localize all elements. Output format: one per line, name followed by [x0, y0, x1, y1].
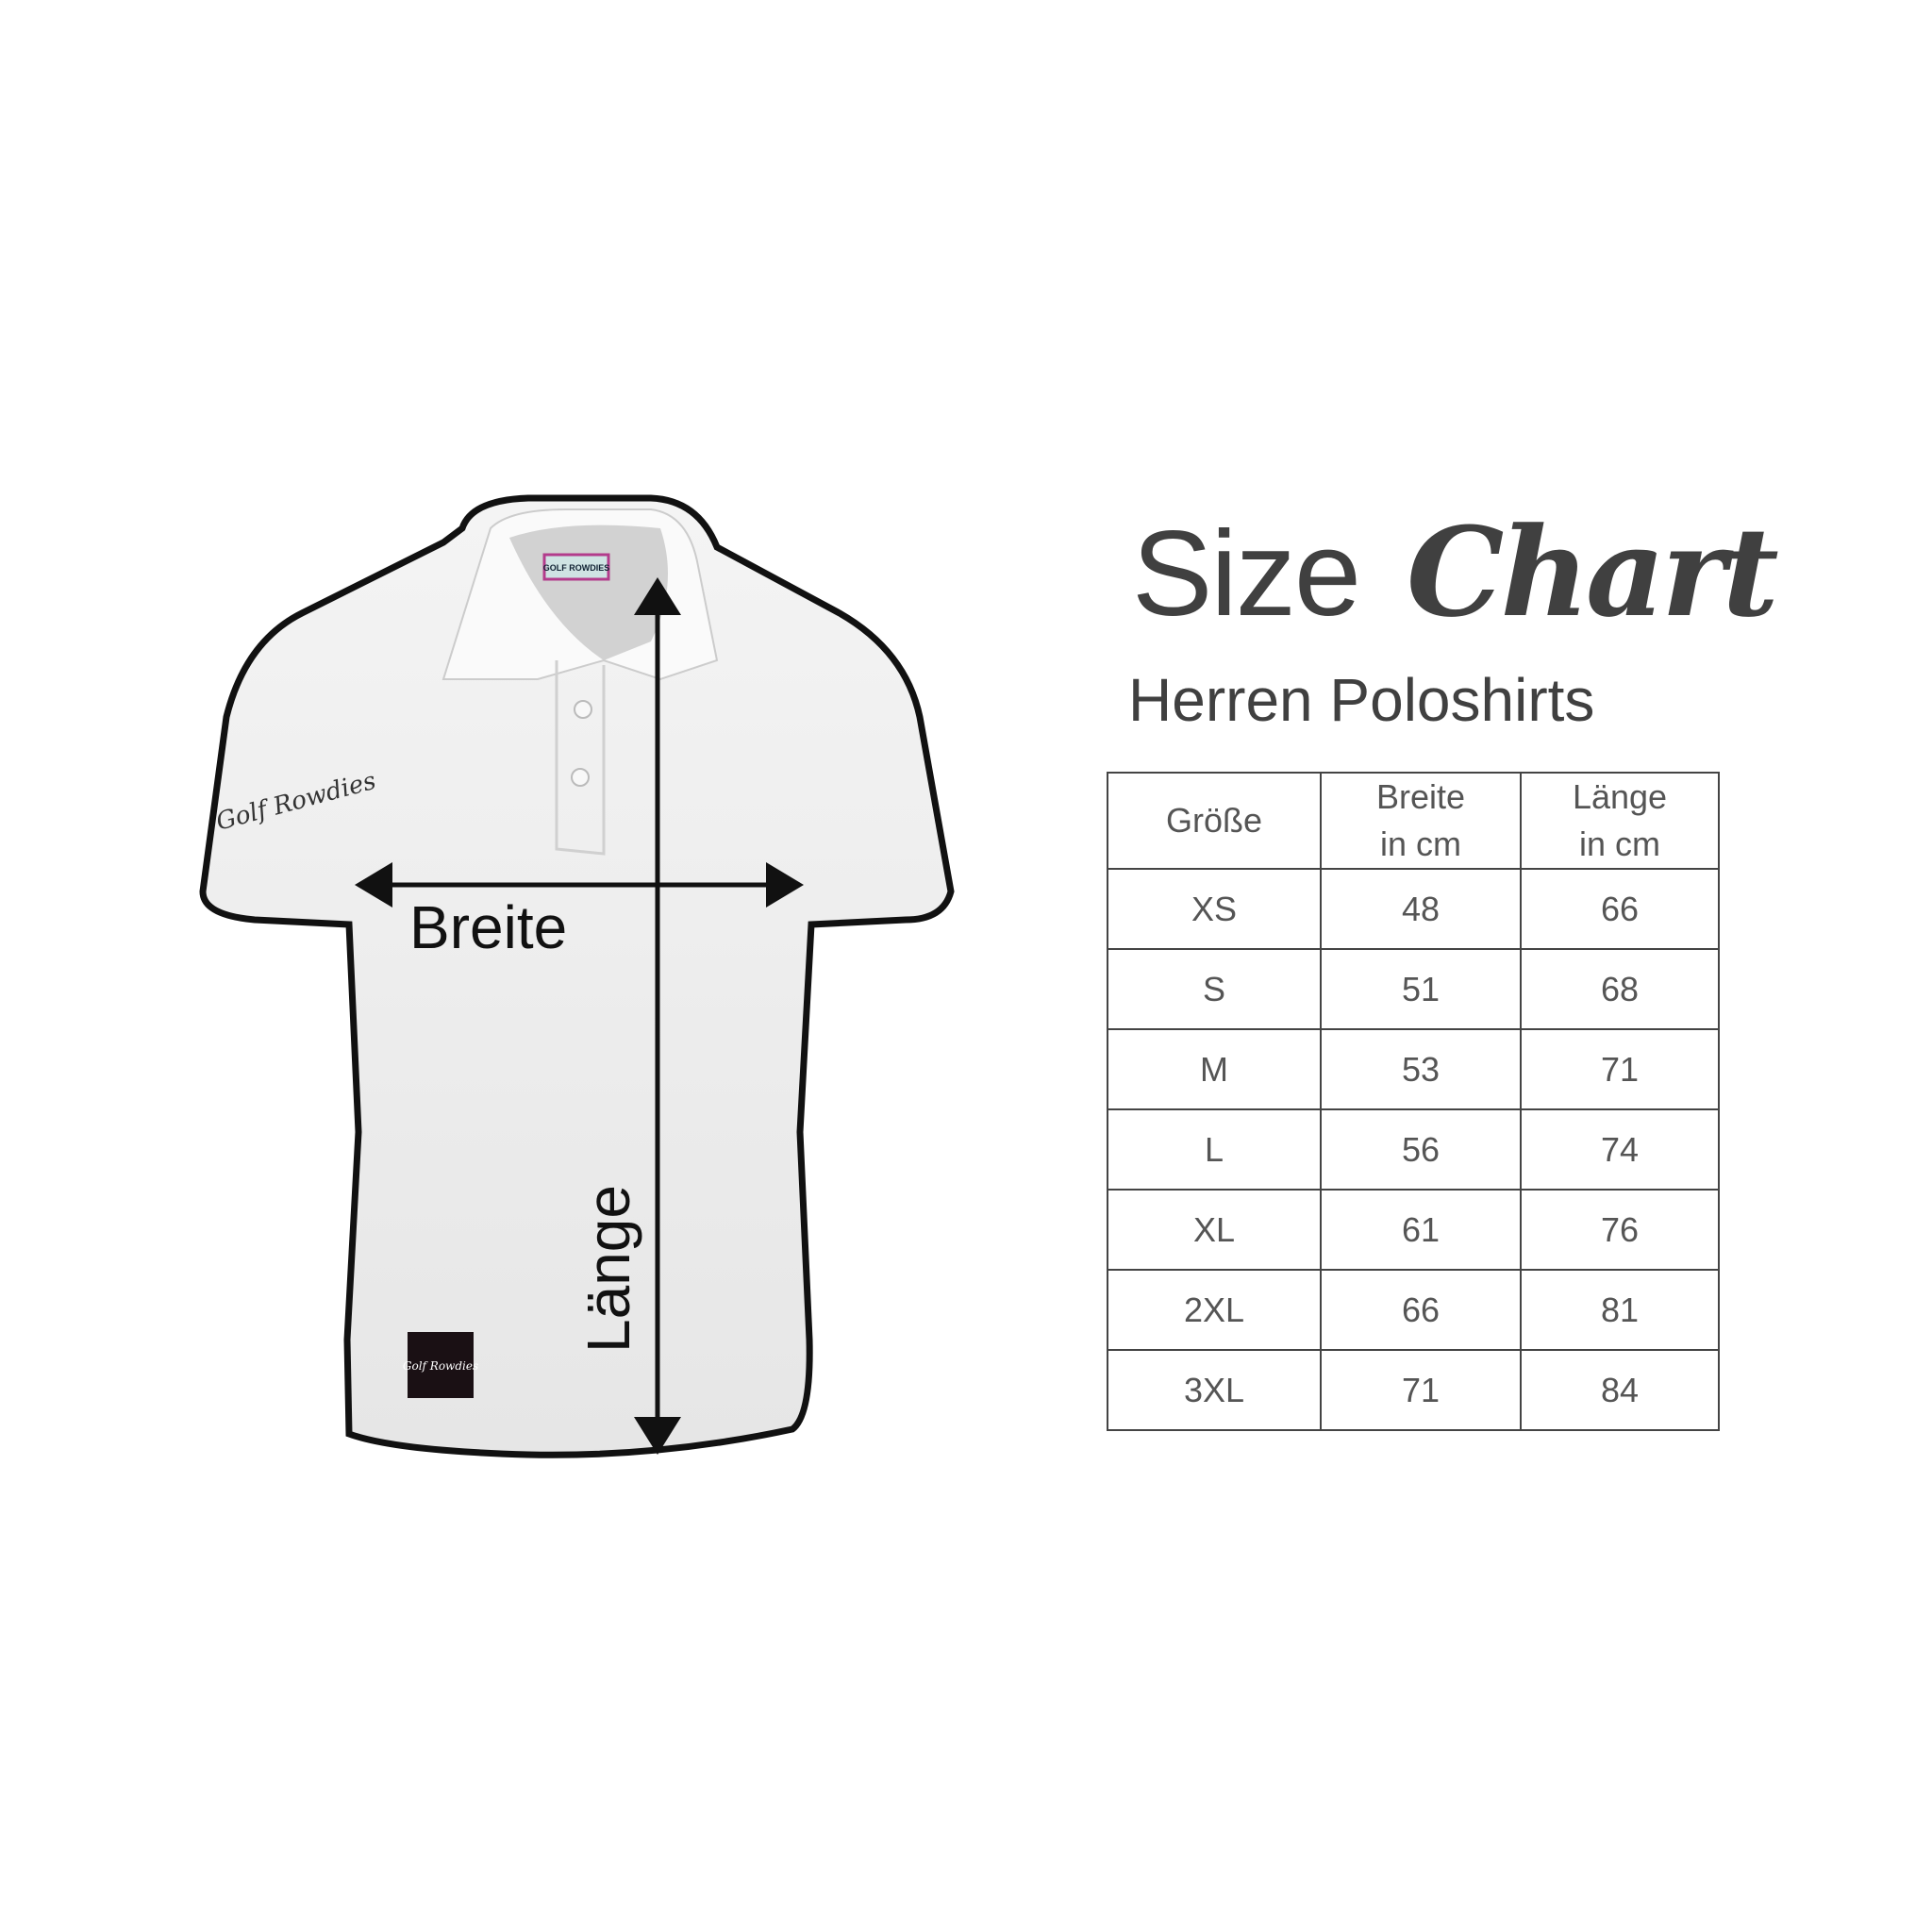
polo-shirt-diagram: GOLF ROWDIES Golf Rowdies Golf Rowdies B… — [199, 494, 955, 1458]
cell-width: 61 — [1320, 1189, 1522, 1271]
hem-patch — [408, 1332, 474, 1398]
neck-tag — [542, 553, 610, 581]
header-length: Länge in cm — [1520, 772, 1720, 870]
cell-size: 2XL — [1107, 1269, 1322, 1351]
table-row: M 53 71 — [1107, 1028, 1720, 1110]
shirt-outline — [199, 494, 955, 1458]
cell-length: 84 — [1520, 1349, 1720, 1431]
size-table: Größe Breite in cm Länge in cm XS 48 66 S 51 68… — [1107, 772, 1720, 1431]
cell-length: 81 — [1520, 1269, 1720, 1351]
cell-width: 53 — [1320, 1028, 1522, 1110]
title-size: Size — [1132, 507, 1361, 641]
length-arrow-up — [634, 577, 681, 615]
cell-length: 76 — [1520, 1189, 1720, 1271]
cell-size: XL — [1107, 1189, 1322, 1271]
cell-width: 51 — [1320, 948, 1522, 1030]
width-arrow-left — [355, 862, 392, 908]
hem-patch-text: Golf Rowdies — [403, 1359, 478, 1373]
header-width: Breite in cm — [1320, 772, 1522, 870]
cell-length: 66 — [1520, 868, 1720, 950]
cell-length: 74 — [1520, 1108, 1720, 1191]
table-row: L 56 74 — [1107, 1108, 1720, 1191]
cell-width: 48 — [1320, 868, 1522, 950]
neck-tag-text: GOLF ROWDIES — [543, 563, 610, 573]
table-row: 3XL 71 84 — [1107, 1349, 1720, 1431]
table-row: XL 61 76 — [1107, 1189, 1720, 1271]
table-header-row: Größe Breite in cm Länge in cm — [1107, 772, 1720, 870]
cell-width: 66 — [1320, 1269, 1522, 1351]
cell-size: M — [1107, 1028, 1322, 1110]
cell-width: 71 — [1320, 1349, 1522, 1431]
page-title: Size Chart — [1132, 500, 1779, 644]
length-arrow-down — [634, 1417, 681, 1455]
width-label: Breite — [409, 893, 567, 961]
header-size: Größe — [1107, 772, 1322, 870]
button — [571, 768, 590, 787]
cell-length: 71 — [1520, 1028, 1720, 1110]
title-chart: Chart — [1407, 500, 1779, 644]
width-arrow-right — [766, 862, 804, 908]
cell-size: XS — [1107, 868, 1322, 950]
button — [574, 700, 592, 719]
length-label: Länge — [575, 1185, 642, 1353]
cell-size: S — [1107, 948, 1322, 1030]
cell-width: 56 — [1320, 1108, 1522, 1191]
cell-size: 3XL — [1107, 1349, 1322, 1431]
placket — [555, 660, 606, 856]
table-row: 2XL 66 81 — [1107, 1269, 1720, 1351]
subtitle: Herren Poloshirts — [1128, 666, 1595, 734]
table-row: XS 48 66 — [1107, 868, 1720, 950]
cell-size: L — [1107, 1108, 1322, 1191]
cell-length: 68 — [1520, 948, 1720, 1030]
table-row: S 51 68 — [1107, 948, 1720, 1030]
